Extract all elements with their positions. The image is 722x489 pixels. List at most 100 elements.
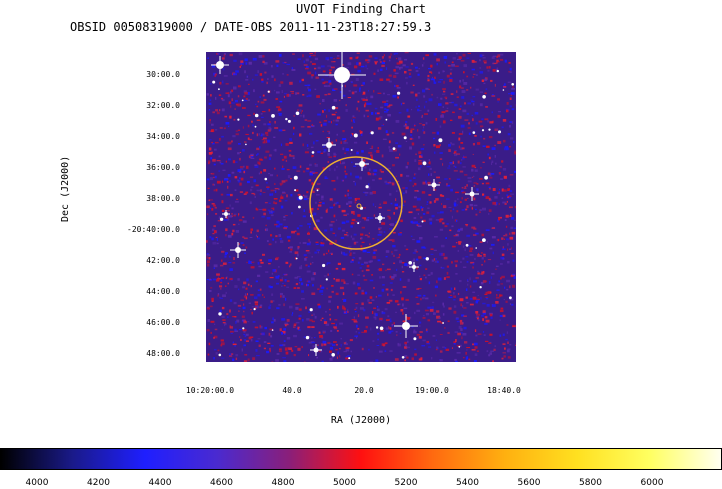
star — [421, 220, 424, 223]
y-tick-label: 30:00.0 — [146, 70, 180, 79]
colorbar-tick-label: 4000 — [25, 478, 49, 488]
x-tick-label: 19:00.0 — [415, 386, 449, 395]
star — [479, 286, 482, 289]
x-axis-label: RA (J2000) — [330, 415, 392, 426]
star — [465, 243, 469, 247]
colorbar — [0, 448, 722, 470]
y-tick-label: 38:00.0 — [146, 194, 180, 203]
star — [484, 175, 488, 180]
star — [298, 205, 301, 209]
x-tick-label: 10:20:00.0 — [185, 386, 235, 395]
colorbar-tick-label: 4800 — [271, 478, 295, 488]
star — [511, 83, 514, 86]
y-tick-label: 42:00.0 — [146, 256, 180, 265]
star — [293, 175, 298, 180]
star — [475, 247, 478, 249]
star — [348, 357, 351, 360]
star — [322, 263, 326, 268]
star — [458, 345, 461, 348]
star — [370, 131, 374, 135]
y-tick-label: 48:00.0 — [146, 349, 180, 358]
star — [316, 189, 319, 192]
star — [481, 129, 485, 132]
star — [295, 111, 300, 116]
star — [294, 189, 297, 192]
star — [502, 89, 505, 91]
source-position-marker — [356, 203, 362, 209]
star — [472, 131, 476, 134]
star — [267, 90, 270, 93]
chart-title: UVOT Finding Chart — [295, 2, 427, 16]
star — [488, 128, 491, 131]
star — [298, 195, 303, 200]
star — [253, 308, 256, 311]
star — [254, 113, 259, 118]
y-tick-label: 36:00.0 — [146, 163, 180, 172]
star — [237, 118, 240, 121]
star — [218, 353, 222, 357]
sky-image — [206, 52, 516, 362]
star — [401, 356, 405, 359]
y-tick-label: -20:40:00.0 — [127, 225, 180, 234]
star — [496, 69, 499, 73]
x-tick-label: 18:40.0 — [487, 386, 521, 395]
star — [219, 217, 224, 221]
star — [422, 161, 427, 166]
star — [425, 257, 429, 261]
star — [397, 91, 401, 95]
star — [254, 125, 257, 128]
star — [287, 119, 291, 123]
star — [218, 312, 222, 316]
colorbar-tick-label: 5800 — [579, 478, 602, 488]
star — [350, 149, 353, 151]
star — [331, 353, 335, 357]
star — [482, 95, 486, 99]
star — [365, 185, 369, 189]
star — [241, 99, 244, 102]
star — [311, 151, 315, 154]
star — [271, 329, 274, 331]
star — [285, 117, 288, 121]
colorbar-tick-label: 5200 — [394, 478, 418, 488]
y-tick-label: 34:00.0 — [146, 132, 180, 141]
star — [403, 136, 407, 140]
star — [264, 177, 268, 181]
colorbar-tick-label: 6000 — [640, 478, 664, 488]
source-region-circle — [309, 156, 403, 250]
x-tick-label: 40.0 — [282, 386, 302, 395]
star — [498, 130, 501, 134]
star — [245, 143, 247, 146]
y-tick-label: 32:00.0 — [146, 101, 180, 110]
colorbar-tick-label: 5600 — [517, 478, 541, 488]
stars-layer — [211, 52, 514, 360]
colorbar-tick-label: 5400 — [456, 478, 479, 488]
star — [295, 257, 298, 260]
star — [392, 147, 396, 150]
star — [357, 222, 360, 225]
star — [438, 138, 443, 143]
star — [331, 105, 336, 110]
colorbar-tick-label: 4400 — [148, 478, 172, 488]
colorbar-tick-label: 5000 — [333, 478, 356, 488]
y-tick-label: 46:00.0 — [146, 318, 180, 327]
colorbar-tick-label: 4600 — [210, 478, 233, 488]
star — [271, 114, 275, 118]
star — [482, 238, 486, 243]
star — [442, 322, 444, 324]
x-tick-label: 20.0 — [354, 386, 374, 395]
star — [509, 296, 512, 300]
chart-subtitle: OBSID 00508319000 / DATE-OBS 2011-11-23T… — [70, 20, 432, 34]
colorbar-tick-label: 4200 — [87, 478, 110, 488]
star — [305, 335, 310, 340]
sky-image-canvas — [206, 52, 516, 362]
star — [413, 337, 417, 341]
star — [309, 308, 313, 312]
star — [242, 327, 245, 330]
y-axis-label: Dec (J2000) — [60, 155, 71, 222]
star — [325, 278, 328, 281]
star — [375, 326, 379, 329]
star — [218, 88, 220, 91]
star — [385, 118, 388, 121]
star — [408, 261, 412, 265]
star — [353, 133, 358, 138]
